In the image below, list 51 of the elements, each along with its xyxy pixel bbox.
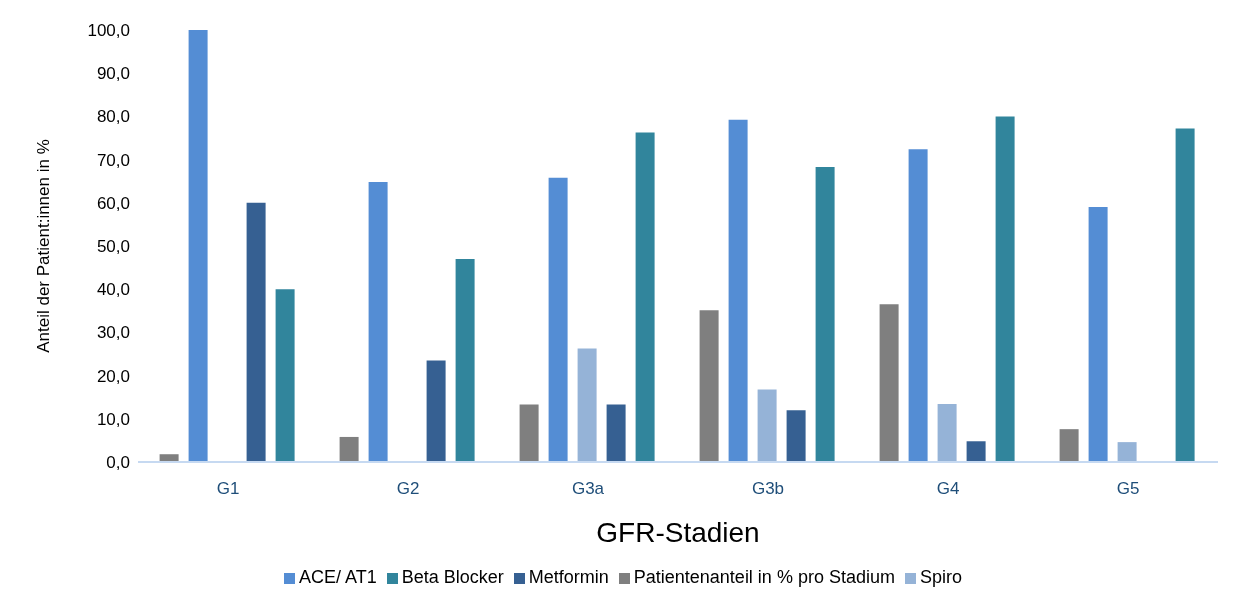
bar [577, 348, 597, 462]
legend-label: Spiro [919, 567, 962, 587]
bar [455, 258, 475, 462]
legend-label: Patientenanteil in % pro Stadium [633, 567, 895, 587]
bar [606, 404, 626, 462]
bar [339, 436, 359, 462]
y-tick-label: 40,0 [96, 280, 130, 300]
x-tick-label: G4 [936, 479, 960, 499]
legend-label: ACE/ AT1 [299, 567, 377, 587]
x-tick-label: G5 [1116, 479, 1140, 499]
y-tick-label: 20,0 [96, 366, 130, 386]
bar [908, 149, 928, 462]
bar [815, 166, 835, 462]
x-axis-title: GFR-Stadien [596, 517, 760, 548]
legend-label: Metformin [528, 567, 609, 587]
bar [426, 360, 446, 462]
bar [699, 310, 719, 462]
bar [1175, 128, 1195, 462]
y-tick-label: 60,0 [96, 193, 130, 213]
bar [786, 410, 806, 462]
x-tick-label: G2 [396, 479, 420, 499]
bar [995, 116, 1015, 462]
bar [757, 389, 777, 462]
bar [188, 30, 208, 462]
y-tick-label: 10,0 [96, 409, 130, 429]
bar [275, 289, 295, 462]
bar [635, 132, 655, 462]
y-tick-label: 90,0 [96, 64, 130, 84]
y-tick-label: 30,0 [96, 323, 130, 343]
bar [159, 454, 179, 462]
legend-label: Beta Blocker [401, 567, 504, 587]
y-axis-title: Anteil der Patient:innen in % [34, 139, 54, 353]
bar [728, 119, 748, 462]
bar [246, 202, 266, 462]
y-tick-label: 0,0 [106, 453, 130, 473]
bar [937, 404, 957, 462]
y-tick-label: 100,0 [87, 21, 130, 41]
bar [879, 304, 899, 462]
y-tick-label: 50,0 [96, 237, 130, 257]
bar [966, 441, 986, 462]
bar [1059, 429, 1079, 462]
x-tick-label: G3b [751, 479, 785, 499]
x-tick-label: G1 [216, 479, 240, 499]
y-tick-label: 70,0 [96, 150, 130, 170]
bar [519, 404, 539, 462]
bar [1117, 442, 1137, 462]
bar [548, 177, 568, 462]
bar [1088, 207, 1108, 462]
x-tick-label: G3a [571, 479, 605, 499]
y-tick-label: 80,0 [96, 107, 130, 127]
bar [368, 182, 388, 462]
